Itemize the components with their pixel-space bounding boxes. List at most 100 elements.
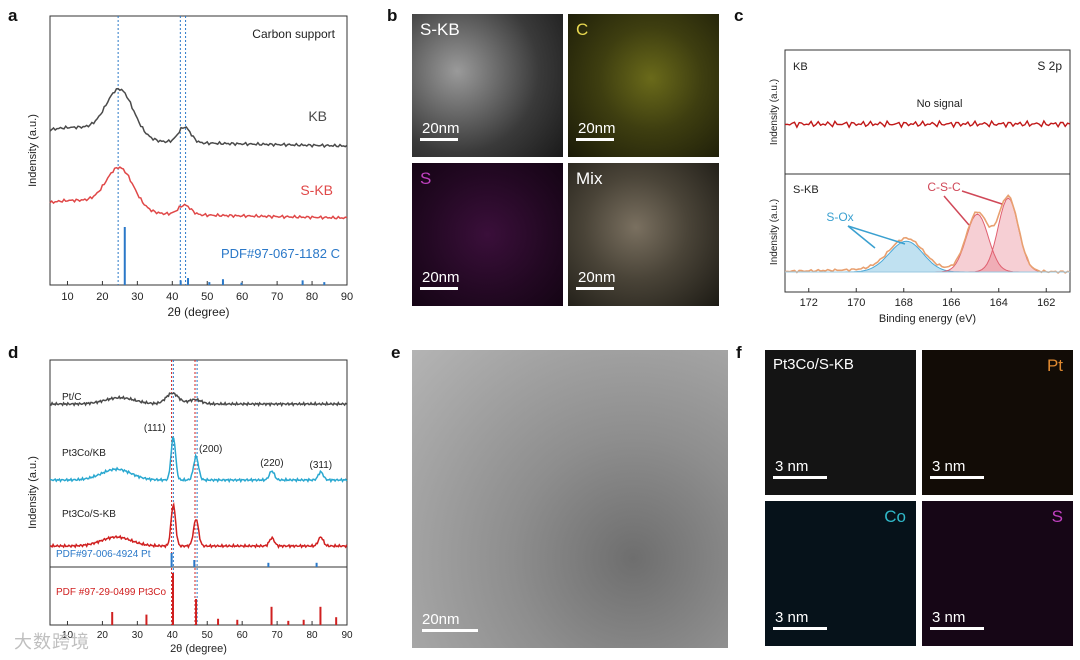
- co-map-image: Co 3 nm: [765, 501, 916, 646]
- scale-bar: [773, 627, 827, 630]
- scale-bar-label: 20nm: [578, 120, 616, 137]
- x-tick-label: 30: [131, 291, 143, 303]
- series-line: [49, 501, 348, 549]
- y-axis-label: Indensity (a.u.): [769, 199, 780, 265]
- fit-envelope: [784, 194, 1071, 274]
- series-label-pt3co-kb: Pt3Co/KB: [62, 448, 106, 459]
- x-tick-label: 40: [167, 630, 179, 641]
- series-line: [49, 392, 348, 408]
- x-tick-label: 20: [97, 630, 109, 641]
- y-axis-label: Indensity (a.u.): [27, 456, 39, 529]
- sulfur-map-image: S 20nm: [412, 163, 563, 306]
- watermark: 大数跨境: [14, 632, 90, 652]
- annotation-arrow: [961, 190, 1003, 205]
- tile-label: S-KB: [420, 20, 460, 39]
- x-tick-label: 30: [132, 630, 144, 641]
- scale-bar: [422, 629, 478, 632]
- pt-map-image: Pt 3 nm: [922, 350, 1073, 495]
- scale-bar-label: 3 nm: [775, 609, 809, 626]
- annotation-sox: S-Ox: [826, 210, 853, 224]
- x-tick-label: 70: [272, 630, 284, 641]
- scale-bar-label: 20nm: [422, 611, 460, 628]
- tile-label: S: [1051, 507, 1063, 526]
- scale-bar-label: 3 nm: [775, 458, 809, 475]
- scale-bar-label: 3 nm: [932, 609, 966, 626]
- x-tick-label: 162: [1037, 297, 1055, 309]
- annotation-arrow: [847, 225, 906, 245]
- panel-label-e: e: [391, 343, 401, 362]
- panel-label-kb: KB: [793, 61, 808, 73]
- plot-frame: [49, 15, 348, 286]
- no-signal-annotation: No signal: [917, 98, 963, 110]
- y-axis-label: Indensity (a.u.): [27, 114, 39, 187]
- s-map-image: S 3 nm: [922, 501, 1073, 646]
- x-tick-label: 40: [166, 291, 178, 303]
- tile-label: S: [420, 169, 432, 188]
- x-axis-label: Binding energy (eV): [879, 313, 976, 325]
- x-axis-label: 2θ (degree): [170, 643, 227, 655]
- x-tick-label: 60: [237, 630, 249, 641]
- x-tick-label: 10: [62, 630, 74, 641]
- series-label-kb: KB: [308, 108, 327, 124]
- series-line-s-kb: [49, 166, 348, 221]
- series-label-ptc: Pt/C: [62, 392, 81, 403]
- series-line: [49, 436, 348, 484]
- series-label-skb: S-KB: [300, 182, 333, 198]
- tile-label: Mix: [576, 169, 603, 188]
- x-tick-label: 10: [61, 291, 73, 303]
- skb-stem-image: S-KB 20nm: [412, 14, 563, 157]
- x-tick-label: 80: [306, 291, 318, 303]
- x-tick-label: 166: [942, 297, 960, 309]
- x-tick-label: 90: [341, 291, 353, 303]
- y-axis-label: Indensity (a.u.): [769, 79, 780, 145]
- series-line-kb: [49, 87, 348, 149]
- x-tick-label: 50: [202, 630, 214, 641]
- x-tick-label: 170: [847, 297, 865, 309]
- scale-bar: [773, 476, 827, 479]
- reference-label: PDF#97-067-1182 C: [221, 246, 340, 261]
- annotation-csc: C-S-C: [927, 180, 961, 194]
- x-tick-label: 60: [236, 291, 248, 303]
- x-tick-label: 90: [341, 630, 353, 641]
- plot-frame: [784, 49, 1071, 293]
- scale-bar-label: 3 nm: [932, 458, 966, 475]
- scale-bar: [420, 138, 458, 141]
- scale-bar: [576, 138, 614, 141]
- tile-label: Pt: [1046, 356, 1063, 375]
- x-tick-label: 50: [201, 291, 213, 303]
- x-tick-label: 80: [306, 630, 318, 641]
- reference-label-pt: PDF#97-006-4924 Pt: [56, 549, 151, 560]
- scale-bar-label: 20nm: [422, 269, 460, 286]
- tile-label: C: [576, 20, 589, 39]
- x-tick-label: 164: [990, 297, 1008, 309]
- series-label-pt3co-skb: Pt3Co/S-KB: [62, 509, 116, 520]
- haadf-image: Pt3Co/S-KB 3 nm: [765, 350, 916, 495]
- scale-bar: [576, 287, 614, 290]
- panel-label-c: c: [734, 6, 744, 25]
- panel-label-f: f: [736, 343, 742, 362]
- x-tick-label: 20: [96, 291, 108, 303]
- peak-label: (111): [144, 423, 166, 434]
- panel-label-skb: S-KB: [793, 184, 819, 196]
- scale-bar-label: 20nm: [578, 269, 616, 286]
- scale-bar-label: 20nm: [422, 120, 460, 137]
- peak-label: (200): [199, 444, 222, 455]
- x-tick-label: 168: [895, 297, 913, 309]
- mix-map-image: Mix 20nm: [568, 163, 719, 306]
- scale-bar: [930, 476, 984, 479]
- tem-image: 20nm: [412, 350, 728, 648]
- scale-bar: [930, 627, 984, 630]
- chart-title: S 2p: [1037, 59, 1062, 73]
- annotation-arrow: [943, 195, 970, 226]
- panel-label-d: d: [8, 343, 19, 362]
- peak-label: (311): [309, 460, 332, 471]
- x-tick-label: 172: [800, 297, 818, 309]
- plot-frame: [49, 359, 348, 626]
- panel-label-b: b: [387, 6, 398, 25]
- peak-label: (220): [260, 458, 283, 469]
- chart-title: Carbon support: [252, 27, 335, 41]
- carbon-map-image: C 20nm: [568, 14, 719, 157]
- annotation-arrow: [847, 225, 876, 249]
- series-line-kb: [784, 119, 1071, 129]
- scale-bar: [420, 287, 458, 290]
